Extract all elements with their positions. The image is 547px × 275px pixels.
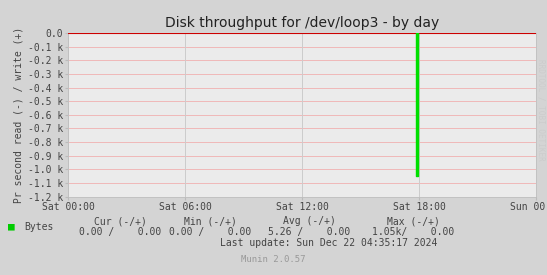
Text: Munin 2.0.57: Munin 2.0.57 — [241, 255, 306, 264]
Text: 5.26 /    0.00: 5.26 / 0.00 — [268, 227, 350, 237]
Text: 0.00 /    0.00: 0.00 / 0.00 — [170, 227, 252, 237]
Y-axis label: Pr second read (-) / write (+): Pr second read (-) / write (+) — [14, 27, 24, 203]
Text: Cur (-/+): Cur (-/+) — [94, 216, 147, 226]
Text: Avg (-/+): Avg (-/+) — [283, 216, 335, 226]
Text: 0.00 /    0.00: 0.00 / 0.00 — [79, 227, 161, 237]
Text: Max (-/+): Max (-/+) — [387, 216, 439, 226]
Text: 1.05k/    0.00: 1.05k/ 0.00 — [372, 227, 454, 237]
Text: Min (-/+): Min (-/+) — [184, 216, 237, 226]
Text: Last update: Sun Dec 22 04:35:17 2024: Last update: Sun Dec 22 04:35:17 2024 — [219, 238, 437, 248]
Text: Bytes: Bytes — [25, 222, 54, 232]
Text: ■: ■ — [8, 222, 15, 232]
Title: Disk throughput for /dev/loop3 - by day: Disk throughput for /dev/loop3 - by day — [165, 16, 439, 31]
Text: RRDTOOL / TOBI OETIKER: RRDTOOL / TOBI OETIKER — [537, 59, 545, 161]
